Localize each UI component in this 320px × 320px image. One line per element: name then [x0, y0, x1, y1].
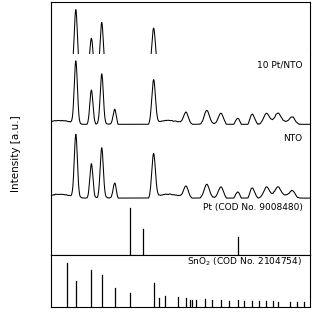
Text: Intensity [a.u.]: Intensity [a.u.] [11, 115, 21, 192]
Text: 10 Pt/NTO: 10 Pt/NTO [257, 60, 303, 69]
Text: NTO: NTO [284, 134, 303, 143]
Text: Pt (COD No. 9008480): Pt (COD No. 9008480) [203, 203, 303, 212]
Text: SnO$_2$ (COD No. 2104754): SnO$_2$ (COD No. 2104754) [188, 256, 303, 268]
